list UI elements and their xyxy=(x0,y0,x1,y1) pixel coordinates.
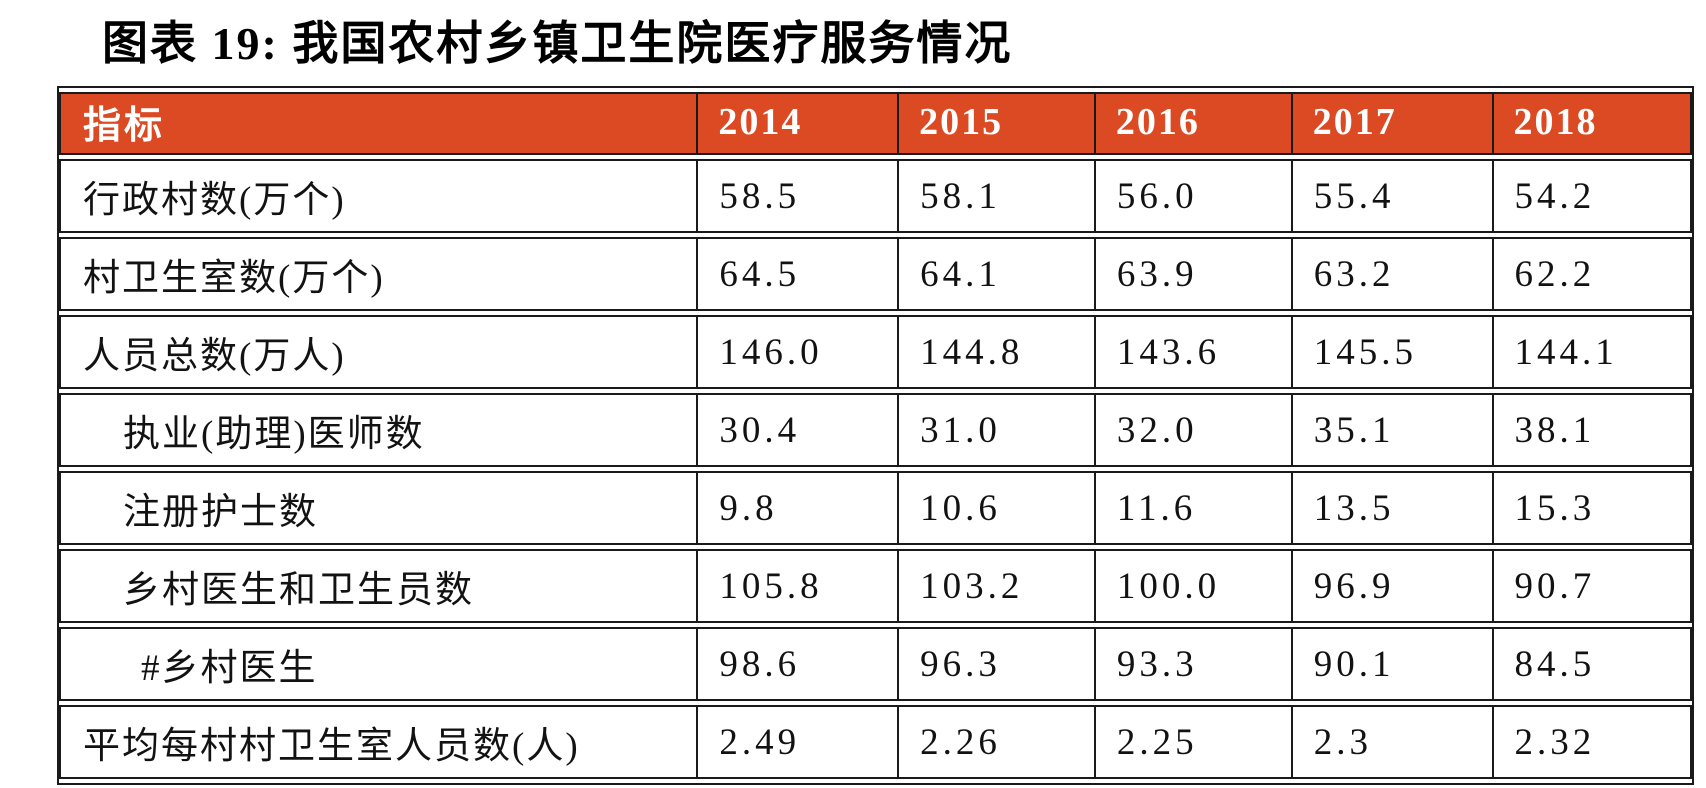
value-cell: 98.6 xyxy=(698,627,900,701)
figure-title: 图表 19: 我国农村乡镇卫生院医疗服务情况 xyxy=(102,18,1013,69)
value-cell: 144.1 xyxy=(1493,315,1692,389)
table-row-village-clinics: 村卫生室数(万个) 64.5 64.1 63.9 63.2 62.2 xyxy=(59,237,1692,311)
header-row: 指标 2014 2015 2016 2017 2018 xyxy=(59,92,1692,155)
value-cell: 145.5 xyxy=(1292,315,1494,389)
column-header-2018: 2018 xyxy=(1493,92,1692,155)
table-row-avg-personnel-per-clinic: 平均每村村卫生室人员数(人) 2.49 2.26 2.25 2.3 2.32 xyxy=(59,705,1692,779)
value-cell: 30.4 xyxy=(698,393,900,467)
value-cell: 143.6 xyxy=(1095,315,1293,389)
row-label: 注册护士数 xyxy=(59,471,699,545)
data-table: 指标 2014 2015 2016 2017 2018 行政村数(万个) 58.… xyxy=(57,86,1694,785)
value-cell: 146.0 xyxy=(698,315,900,389)
value-cell: 105.8 xyxy=(698,549,900,623)
value-cell: 56.0 xyxy=(1095,159,1293,233)
value-cell: 2.49 xyxy=(698,705,900,779)
value-cell: 2.32 xyxy=(1493,705,1692,779)
value-cell: 11.6 xyxy=(1095,471,1293,545)
value-cell: 93.3 xyxy=(1095,627,1293,701)
table-row-registered-nurses: 注册护士数 9.8 10.6 11.6 13.5 15.3 xyxy=(59,471,1692,545)
value-cell: 58.5 xyxy=(698,159,900,233)
value-cell: 63.9 xyxy=(1095,237,1293,311)
value-cell: 10.6 xyxy=(899,471,1096,545)
value-cell: 100.0 xyxy=(1095,549,1293,623)
table-row-village-doctors-health-workers: 乡村医生和卫生员数 105.8 103.2 100.0 96.9 90.7 xyxy=(59,549,1692,623)
value-cell: 90.1 xyxy=(1292,627,1494,701)
table-row-village-doctors: #乡村医生 98.6 96.3 93.3 90.1 84.5 xyxy=(59,627,1692,701)
value-cell: 64.5 xyxy=(698,237,900,311)
table-row-licensed-physicians: 执业(助理)医师数 30.4 31.0 32.0 35.1 38.1 xyxy=(59,393,1692,467)
row-label: 行政村数(万个) xyxy=(59,159,699,233)
value-cell: 63.2 xyxy=(1292,237,1494,311)
value-cell: 103.2 xyxy=(899,549,1096,623)
row-label: #乡村医生 xyxy=(59,627,699,701)
health-services-table: 指标 2014 2015 2016 2017 2018 行政村数(万个) 58.… xyxy=(59,88,1692,783)
value-cell: 54.2 xyxy=(1493,159,1692,233)
value-cell: 84.5 xyxy=(1493,627,1692,701)
value-cell: 64.1 xyxy=(899,237,1096,311)
value-cell: 15.3 xyxy=(1493,471,1692,545)
row-label: 村卫生室数(万个) xyxy=(59,237,699,311)
row-label: 乡村医生和卫生员数 xyxy=(59,549,699,623)
column-header-2017: 2017 xyxy=(1292,92,1494,155)
value-cell: 2.25 xyxy=(1095,705,1293,779)
value-cell: 31.0 xyxy=(899,393,1096,467)
value-cell: 2.26 xyxy=(899,705,1096,779)
value-cell: 90.7 xyxy=(1493,549,1692,623)
column-header-2015: 2015 xyxy=(899,92,1096,155)
column-header-2014: 2014 xyxy=(698,92,900,155)
value-cell: 9.8 xyxy=(698,471,900,545)
value-cell: 144.8 xyxy=(899,315,1096,389)
value-cell: 96.9 xyxy=(1292,549,1494,623)
value-cell: 62.2 xyxy=(1493,237,1692,311)
row-label: 平均每村村卫生室人员数(人) xyxy=(59,705,699,779)
table-row-total-personnel: 人员总数(万人) 146.0 144.8 143.6 145.5 144.1 xyxy=(59,315,1692,389)
column-header-2016: 2016 xyxy=(1095,92,1293,155)
row-label: 执业(助理)医师数 xyxy=(59,393,699,467)
value-cell: 32.0 xyxy=(1095,393,1293,467)
value-cell: 38.1 xyxy=(1493,393,1692,467)
row-label: 人员总数(万人) xyxy=(59,315,699,389)
value-cell: 2.3 xyxy=(1292,705,1494,779)
column-header-indicator: 指标 xyxy=(59,92,699,155)
value-cell: 55.4 xyxy=(1292,159,1494,233)
table-row-admin-villages: 行政村数(万个) 58.5 58.1 56.0 55.4 54.2 xyxy=(59,159,1692,233)
value-cell: 96.3 xyxy=(899,627,1096,701)
value-cell: 58.1 xyxy=(899,159,1096,233)
value-cell: 35.1 xyxy=(1292,393,1494,467)
value-cell: 13.5 xyxy=(1292,471,1494,545)
